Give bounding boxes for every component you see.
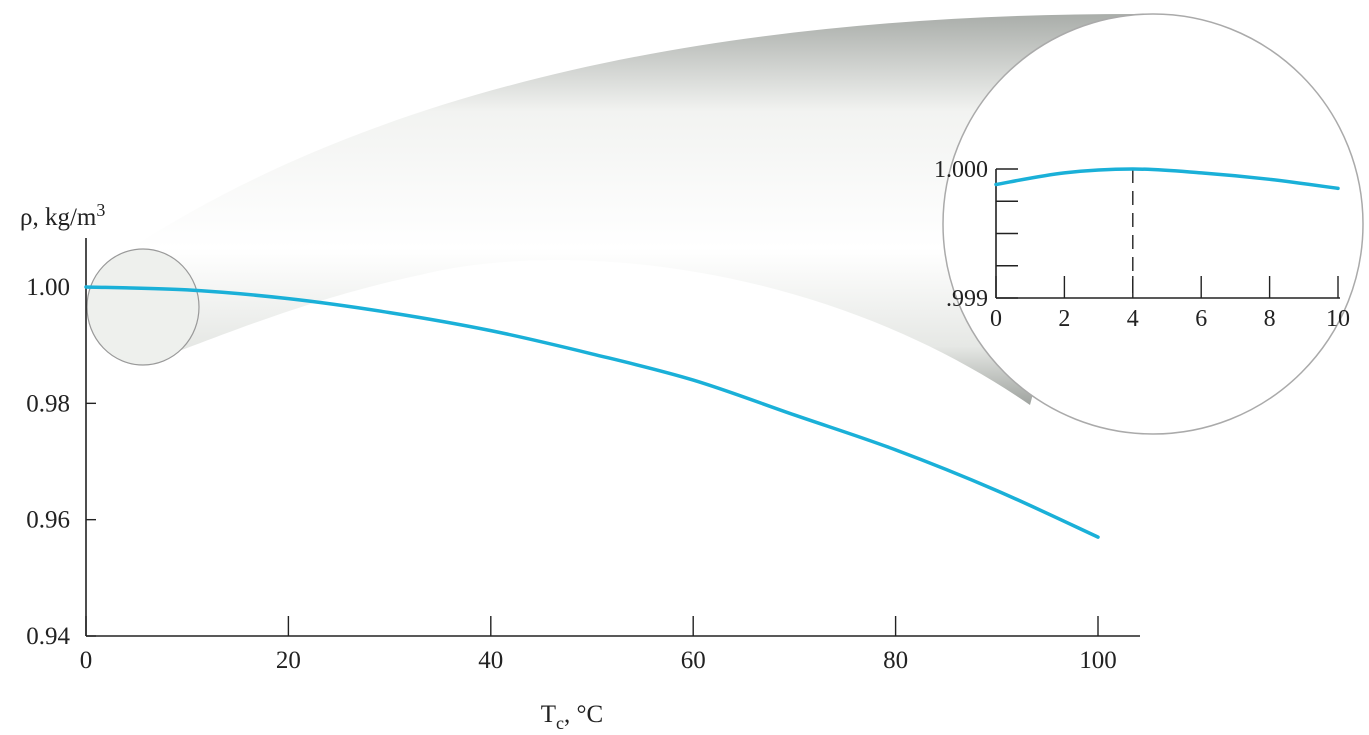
x-tick-label: 6 [1195, 306, 1207, 332]
y-tick-label: 1.00 [26, 274, 70, 301]
x-tick-label: 60 [681, 647, 706, 674]
density-curve [994, 167, 1340, 191]
x-axis-label-sub: c [556, 713, 564, 733]
y-axis-label: ρ, kg/m3 [20, 200, 105, 231]
x-tick-label: 10 [1326, 306, 1350, 332]
x-tick-label: 4 [1127, 306, 1139, 332]
x-tick-label: 80 [883, 647, 908, 674]
x-tick-label: 100 [1079, 647, 1117, 674]
y-tick-label: 1.000 [934, 157, 988, 183]
y-tick-label: .999 [946, 286, 988, 312]
y-axis-label-sup: 3 [96, 200, 105, 220]
x-axis-label: Tc, °C [541, 701, 603, 733]
x-axis-label-text: , °C [564, 701, 603, 728]
zoom-circle [942, 13, 1364, 435]
y-tick-label: 0.98 [26, 390, 70, 417]
zoom-source [86, 248, 200, 366]
y-tick-label: 0.96 [26, 507, 70, 534]
x-tick-label: 40 [478, 647, 503, 674]
x-tick-label: 0 [80, 647, 93, 674]
y-axis-label-text: ρ, kg/m [20, 204, 97, 231]
x-axis-label-text: T [541, 701, 556, 728]
x-tick-label: 0 [990, 306, 1002, 332]
zoom-cone [128, 14, 1135, 405]
density-curve [84, 285, 1100, 539]
x-tick-label: 8 [1264, 306, 1276, 332]
x-tick-label: 2 [1058, 306, 1070, 332]
y-tick-label: 0.94 [26, 623, 70, 650]
x-tick-label: 20 [276, 647, 301, 674]
